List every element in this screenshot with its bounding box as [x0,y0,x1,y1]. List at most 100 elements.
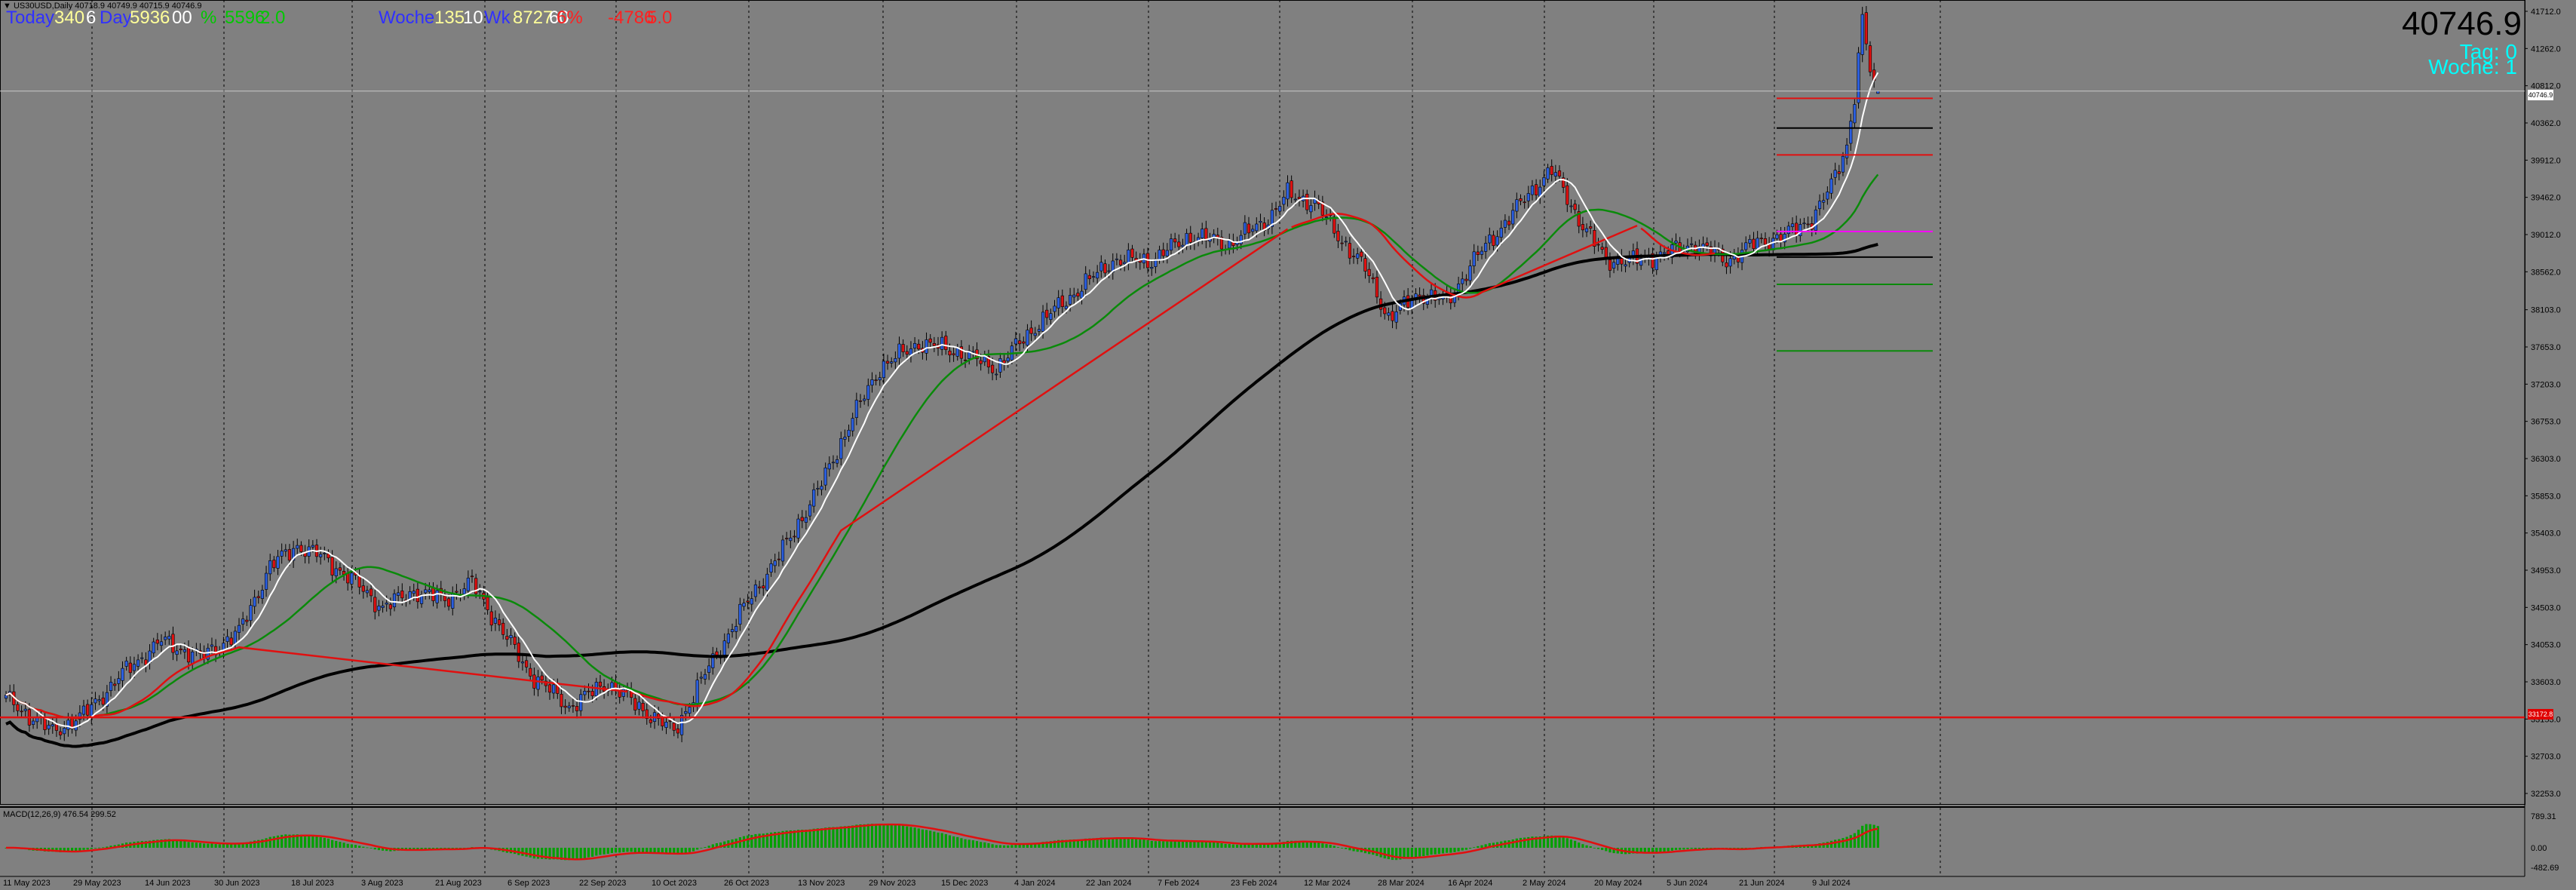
macd-bar [940,833,943,848]
macd-bar [1593,848,1596,849]
candle-body [1790,223,1795,227]
wk-value: 8727 [513,8,554,28]
candle-body [505,636,509,640]
candle-body [1822,200,1826,203]
macd-bar [160,839,163,848]
candle-body [1165,250,1169,256]
candle-body [668,720,672,722]
candle-body [400,591,404,599]
macd-bar [1636,848,1639,854]
candle-body [836,459,839,464]
macd-bar [1336,847,1340,848]
macd-bar [187,842,190,848]
macd-bar [1356,848,1359,852]
macd-bar [1341,848,1344,849]
week-points-overlap: 5.0 [647,8,673,28]
macd-bar [661,848,664,855]
candle-body [43,717,47,730]
candle-body [1053,305,1056,312]
macd-bar [719,842,722,848]
macd-bar [1706,848,1709,849]
candle-body [645,709,649,720]
macd-bar [606,848,609,854]
macd-bar [265,838,268,848]
macd-bar [1220,843,1223,848]
candle-body [995,373,998,376]
candle-body [1577,211,1581,227]
macd-bar [1142,839,1145,848]
candle-body [909,348,913,355]
macd-bar [866,824,869,848]
macd-bar [1002,845,1006,848]
macd-bar [599,848,602,855]
price-axis-label: 33603.0 [2531,678,2561,687]
macd-bar [747,835,750,848]
candle-body [998,358,1002,373]
macd-bar [913,827,916,848]
time-axis-label: 22 Sep 2023 [579,879,626,888]
candle-body [1725,262,1728,268]
time-axis-label: 16 Apr 2024 [1448,879,1492,888]
macd-bar [781,830,784,848]
macd-bar [82,848,85,850]
candle-body [1759,238,1763,239]
candle-body [738,603,742,625]
candle-body [182,649,187,652]
macd-bar [851,825,854,848]
candle-body [1351,256,1356,257]
price-axis-label: 35853.0 [2531,492,2561,501]
macd-bar [1446,848,1449,853]
candle-body [253,597,256,607]
macd-bar [1670,848,1673,851]
macd-bar [94,848,97,849]
candle-body [952,353,955,355]
candle-body [699,677,703,679]
candle-body [412,591,416,594]
macd-bar [1228,844,1231,848]
macd-bar [1224,843,1227,848]
candle-body [1523,201,1526,204]
macd-bar [1049,841,1052,848]
candle-body [287,549,292,561]
main-pane-frame [0,0,2525,805]
macd-bar [1574,840,1577,848]
candle-body [1566,185,1569,205]
macd-bar [214,844,217,848]
macd-bar [1872,824,1875,848]
macd-bar [1632,848,1635,854]
time-axis-label: 22 Jan 2024 [1086,879,1132,888]
candle-body [164,637,167,640]
candle-body [1562,177,1566,188]
macd-bar [921,829,924,848]
candle-body [897,343,901,359]
candle-body [416,588,419,603]
macd-bar [1208,842,1212,848]
macd-bar [1437,848,1440,855]
macd-bar [354,845,357,848]
macd-bar [583,848,586,858]
candle-body [1363,258,1367,272]
candle-body [757,586,762,588]
candle-body [940,336,944,350]
macd-bar [1829,840,1833,848]
candle-body [1573,204,1577,210]
candle-body [311,545,314,548]
macd-bar [1189,841,1192,848]
macd-bar [249,841,253,848]
macd-bar [1562,836,1565,848]
candle-body [571,705,575,707]
candle-body [1336,231,1340,241]
candles [4,5,1880,743]
price-axis-label: 32253.0 [2531,790,2561,799]
macd-bar [1278,842,1281,848]
ma-red-line [5,213,1716,720]
macd-bar [327,838,330,848]
macd-bar [568,848,571,861]
macd-bar [1103,837,1107,848]
candle-body [1041,312,1045,332]
time-axis-label: 26 Oct 2023 [724,879,769,888]
candle-body [1169,238,1173,251]
today-value-overlap: 6 [86,8,97,28]
macd-bar [1317,842,1320,848]
